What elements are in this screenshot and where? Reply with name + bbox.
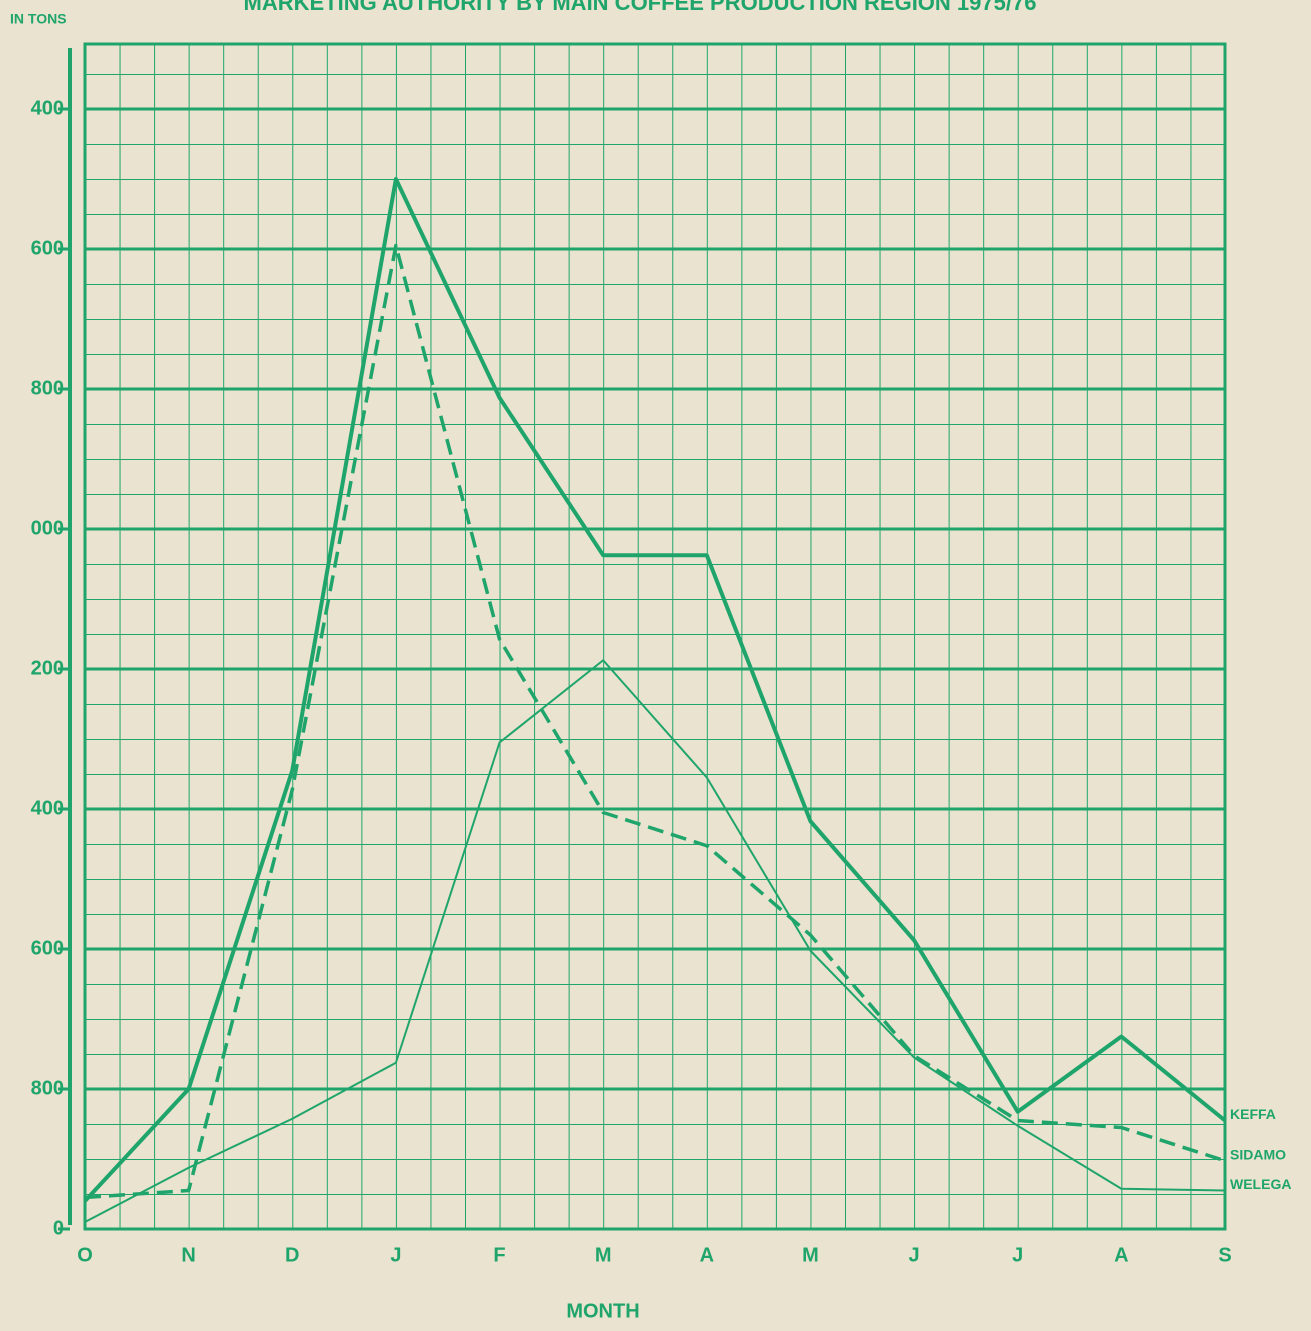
series-label: SIDAMO [1230, 1146, 1286, 1162]
y-axis-label: IN TONS [10, 11, 67, 27]
x-tick-label: D [285, 1244, 299, 1266]
y-tick-label: 600 [31, 237, 64, 259]
series-line [84, 659, 1226, 1223]
series-label: KEFFA [1230, 1106, 1276, 1122]
series-label: WELEGA [1230, 1176, 1291, 1192]
x-tick-label: J [390, 1244, 401, 1266]
minor-grid [85, 44, 1225, 1229]
y-tick-label: 800 [31, 1077, 64, 1099]
y-tick-label: 400 [31, 797, 64, 819]
x-tick-label: J [1012, 1244, 1023, 1266]
series-line [84, 243, 1226, 1200]
x-tick-label: A [700, 1244, 714, 1266]
chart-title: MARKETING AUTHORITY BY MAIN COFFEE PRODU… [244, 0, 1037, 15]
x-tick-label: J [909, 1244, 920, 1266]
y-tick-label: 000 [31, 517, 64, 539]
x-tick-label: N [181, 1244, 195, 1266]
x-tick-label: A [1114, 1244, 1128, 1266]
x-tick-label: O [77, 1244, 93, 1266]
x-tick-label: M [595, 1244, 612, 1266]
x-tick-label: F [493, 1244, 505, 1266]
series-line [83, 177, 1227, 1203]
y-tick-label: 200 [31, 657, 64, 679]
x-tick-label: S [1218, 1244, 1231, 1266]
x-tick-label: M [802, 1244, 819, 1266]
y-tick-label: 400 [31, 97, 64, 119]
y-tick-label: 600 [31, 937, 64, 959]
y-tick-label: 800 [31, 377, 64, 399]
x-axis-label: MONTH [566, 1300, 639, 1322]
